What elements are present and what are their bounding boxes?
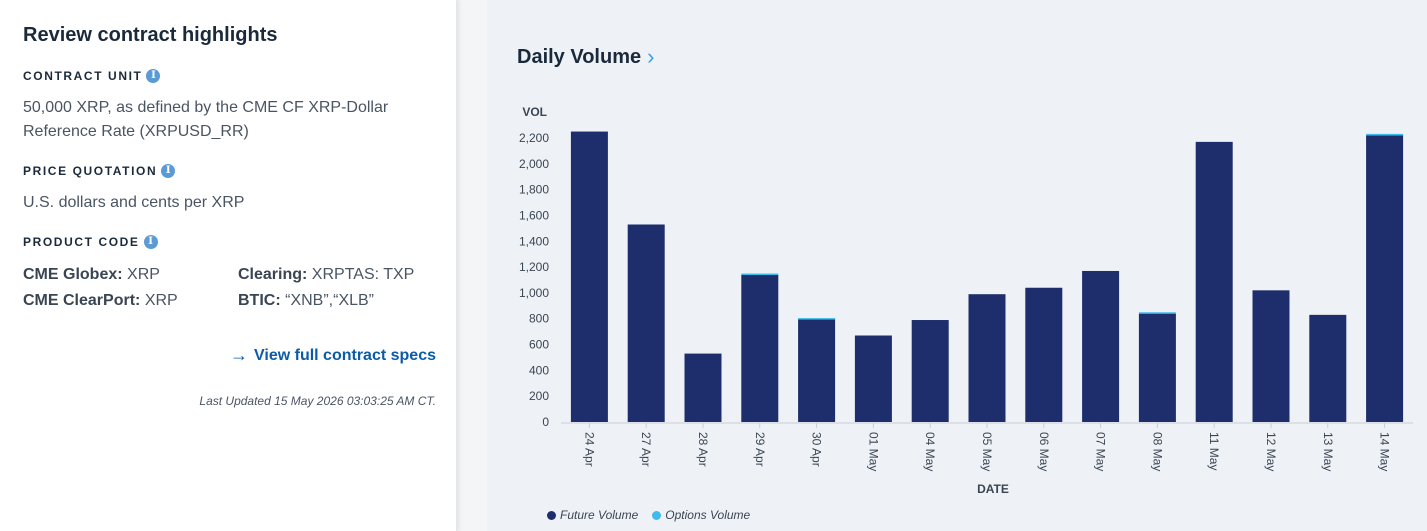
y-axis-title: VOL xyxy=(522,105,547,119)
contract-highlights-card: Review contract highlights CONTRACT UNIT… xyxy=(0,0,457,531)
view-full-contract-specs-link[interactable]: → View full contract specs xyxy=(230,345,436,365)
y-tick-label: 600 xyxy=(529,338,549,352)
bar-options-volume xyxy=(798,318,836,320)
x-tick-label: 28 Apr xyxy=(696,432,710,467)
x-tick-label: 04 May xyxy=(923,432,937,471)
bar-future-volume xyxy=(1366,135,1404,422)
y-tick-label: 2,000 xyxy=(519,157,549,171)
price-quotation-text: U.S. dollars and cents per XRP xyxy=(23,194,245,211)
price-quotation-label: PRICE QUOTATION i xyxy=(23,164,176,178)
legend-dot-future xyxy=(547,510,556,520)
card-title: Review contract highlights xyxy=(23,24,278,46)
bar-future-volume xyxy=(1082,270,1120,422)
y-tick-label: 800 xyxy=(529,312,549,326)
arrow-right-icon: → xyxy=(230,345,248,365)
bar-future-volume xyxy=(854,335,892,422)
bar-future-volume xyxy=(1138,313,1176,422)
bar-future-volume xyxy=(1309,314,1347,422)
x-tick-label: 01 May xyxy=(866,432,880,471)
x-tick-label: 05 May xyxy=(980,432,994,471)
info-icon[interactable]: i xyxy=(161,164,176,178)
x-tick-label: 14 May xyxy=(1378,432,1392,471)
x-tick-label: 27 Apr xyxy=(639,432,653,467)
globex-code: CME Globex: XRP xyxy=(23,266,160,283)
y-tick-label: 1,800 xyxy=(519,183,549,197)
x-tick-label: 29 Apr xyxy=(753,432,767,467)
x-tick-label: 12 May xyxy=(1264,432,1278,471)
btic-code: BTIC: “XNB”,“XLB” xyxy=(238,292,375,309)
bar-future-volume xyxy=(798,318,836,422)
y-tick-label: 2,200 xyxy=(519,131,549,145)
x-axis-title: DATE xyxy=(977,482,1009,496)
bar-future-volume xyxy=(684,353,722,422)
bar-future-volume xyxy=(1025,287,1063,422)
contract-unit-text: 50,000 XRP, as defined by the CME CF XRP… xyxy=(23,99,389,140)
y-tick-label: 200 xyxy=(529,389,549,403)
y-tick-label: 0 xyxy=(542,415,549,429)
x-tick-label: 13 May xyxy=(1321,432,1335,471)
legend-item-future[interactable]: Future Volume xyxy=(547,508,638,522)
y-tick-label: 400 xyxy=(529,363,549,377)
bar-future-volume xyxy=(911,320,949,422)
x-tick-label: 07 May xyxy=(1094,432,1108,471)
bar-future-volume xyxy=(570,131,608,422)
bar-options-volume xyxy=(1366,133,1404,136)
contract-unit-label: CONTRACT UNIT i xyxy=(23,69,161,83)
y-tick-label: 1,000 xyxy=(519,286,549,300)
y-tick-label: 1,200 xyxy=(519,260,549,274)
legend-dot-options xyxy=(652,510,662,520)
bar-future-volume xyxy=(627,224,665,422)
clearing-code: Clearing: XRPTAS: TXP xyxy=(238,266,415,283)
legend-item-options[interactable]: Options Volume xyxy=(652,508,750,522)
bar-options-volume xyxy=(1138,312,1176,314)
x-tick-label: 24 Apr xyxy=(582,432,596,467)
bar-options-volume xyxy=(741,273,779,276)
x-tick-label: 11 May xyxy=(1207,432,1221,470)
chevron-right-icon: › xyxy=(647,44,655,69)
last-updated-text: Last Updated 15 May 2026 03:03:25 AM CT. xyxy=(199,394,436,408)
y-tick-label: 1,400 xyxy=(519,234,549,248)
bar-future-volume xyxy=(1252,290,1290,422)
clearport-code: CME ClearPort: XRP xyxy=(23,292,178,309)
x-tick-label: 06 May xyxy=(1037,432,1051,471)
bar-future-volume xyxy=(741,274,779,422)
chart-legend: Future Volume Options Volume xyxy=(547,508,764,522)
product-code-label: PRODUCT CODE i xyxy=(23,235,158,249)
info-icon[interactable]: i xyxy=(143,235,158,249)
x-tick-label: 08 May xyxy=(1150,432,1164,471)
daily-volume-title-link[interactable]: Daily Volume › xyxy=(517,44,655,69)
info-icon[interactable]: i xyxy=(146,69,161,83)
bar-future-volume xyxy=(1195,141,1233,422)
daily-volume-panel: Daily Volume › VOL 0 200 400 600 800 1,000 1,20… xyxy=(487,0,1427,531)
x-tick-label: 30 Apr xyxy=(810,432,824,467)
bar-future-volume xyxy=(968,294,1006,422)
y-tick-label: 1,600 xyxy=(519,208,549,222)
daily-volume-chart: VOL 0 200 400 600 800 1,000 1,200 1,400 1,600 1,80… xyxy=(519,105,1413,496)
